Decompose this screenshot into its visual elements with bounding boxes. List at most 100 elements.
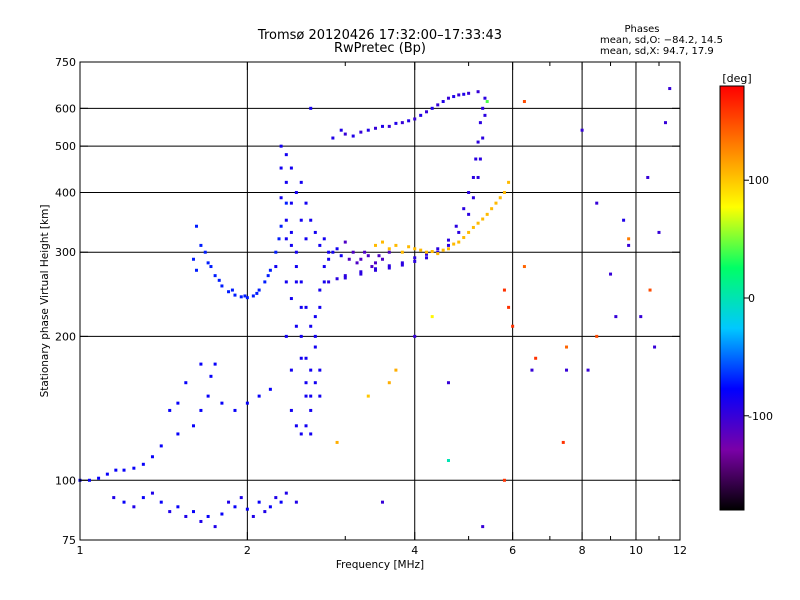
data-points [78, 87, 672, 529]
data-point [184, 514, 188, 518]
series-5 [373, 180, 511, 256]
chart-subtitle: RwPretec (Bp) [334, 41, 426, 56]
data-point [313, 381, 317, 385]
data-point [150, 455, 154, 459]
data-point [425, 256, 429, 260]
data-point [257, 288, 261, 292]
data-point [304, 356, 308, 360]
data-point [184, 381, 188, 385]
data-point [304, 424, 308, 428]
x-axis-label: Frequency [MHz] [336, 559, 424, 571]
data-point [327, 250, 331, 254]
data-point [485, 100, 489, 104]
data-point [150, 491, 154, 495]
data-point [257, 500, 261, 504]
data-point [227, 290, 231, 294]
data-point [457, 240, 461, 244]
data-point [233, 505, 237, 509]
data-point [112, 496, 116, 500]
data-point [289, 201, 293, 205]
data-point [476, 140, 480, 144]
data-point [614, 315, 618, 319]
data-point [335, 440, 339, 444]
y-tick-label: 400 [55, 186, 76, 199]
data-point [294, 190, 298, 194]
data-point [255, 291, 259, 295]
data-point [343, 274, 347, 278]
data-point [159, 444, 163, 448]
series-1 [191, 201, 288, 300]
data-point [277, 237, 281, 241]
data-point [199, 362, 203, 366]
data-point [289, 368, 293, 372]
data-point [309, 106, 313, 110]
data-point [668, 87, 672, 91]
data-point [251, 294, 255, 298]
data-point [191, 424, 195, 428]
data-point [294, 424, 298, 428]
data-point [313, 345, 317, 349]
data-point [394, 368, 398, 372]
data-point [471, 196, 475, 200]
data-point [331, 136, 335, 140]
data-point [407, 119, 411, 123]
colorbar-tick-label: 0 [748, 292, 755, 305]
data-point [257, 394, 261, 398]
series-2 [274, 106, 343, 436]
data-point [430, 250, 434, 254]
data-point [309, 432, 313, 436]
x-tick-label: 4 [411, 544, 418, 557]
data-point [294, 265, 298, 269]
data-point [454, 224, 458, 228]
data-point [263, 510, 267, 514]
data-point [370, 265, 374, 269]
data-point [199, 408, 203, 412]
data-point [230, 288, 234, 292]
data-point [609, 272, 613, 276]
data-point [284, 280, 288, 284]
data-point [294, 250, 298, 254]
data-point [436, 252, 440, 256]
data-point [359, 272, 363, 276]
data-point [233, 293, 237, 297]
data-point [299, 280, 303, 284]
data-point [122, 468, 126, 472]
data-point [263, 280, 267, 284]
x-axis: 1 2 4 6 8 10 12 [77, 62, 687, 557]
series-4 [331, 90, 480, 140]
data-point [359, 270, 363, 274]
data-point [343, 132, 347, 136]
data-point [490, 207, 494, 211]
data-point [446, 458, 450, 462]
data-point [394, 121, 398, 125]
data-point [309, 368, 313, 372]
data-point [380, 257, 384, 261]
data-point [366, 128, 370, 132]
data-point [481, 106, 485, 110]
data-point [498, 196, 502, 200]
data-point [318, 368, 322, 372]
data-point [313, 230, 317, 234]
data-point [441, 248, 445, 252]
data-point [339, 128, 343, 132]
data-point [199, 243, 203, 247]
data-point [387, 247, 391, 251]
data-point [446, 381, 450, 385]
data-point [366, 254, 370, 258]
x-tick-label: 2 [244, 544, 251, 557]
data-point [274, 496, 278, 500]
data-point [373, 268, 377, 272]
data-point [213, 362, 217, 366]
phases-line-o: mean, sd,O: −84.2, 14.5 [600, 35, 723, 46]
grid-lines [80, 62, 680, 540]
data-point [209, 374, 213, 378]
data-point [413, 117, 417, 121]
data-point [373, 243, 377, 247]
data-point [289, 166, 293, 170]
data-point [279, 144, 283, 148]
data-point [220, 401, 224, 405]
data-point [209, 265, 213, 269]
data-point [279, 196, 283, 200]
data-point [239, 295, 243, 299]
